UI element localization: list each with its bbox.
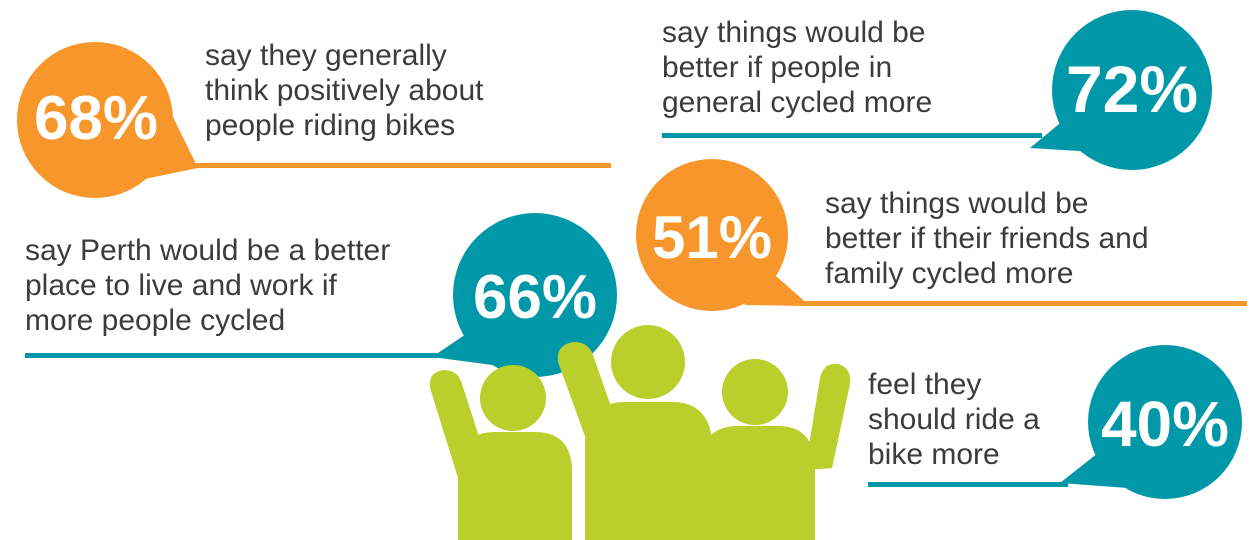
- percent-68: 68%: [33, 84, 159, 153]
- center-person-head: [611, 325, 685, 399]
- right-person-body: [700, 426, 815, 540]
- stat-72-line-2: better if people in: [662, 51, 893, 84]
- stat-66-rule: [25, 353, 445, 358]
- stat-68-rule: [195, 163, 611, 168]
- center-person-body: [585, 402, 712, 540]
- stat-66-text: say Perth would be a better place to liv…: [25, 233, 390, 338]
- stat-51-text: say things would be better if their frie…: [825, 186, 1149, 291]
- stat-66-line-1: say Perth would be a better: [25, 234, 391, 267]
- stat-72-rule: [662, 133, 1042, 138]
- stat-68-text: say they generally think positively abou…: [205, 38, 484, 143]
- stat-68-line-2: think positively about: [205, 74, 484, 107]
- stat-51-rule: [798, 301, 1247, 306]
- stat-72-text: say things would be better if people in …: [662, 15, 932, 120]
- stat-51-line-1: say things would be: [825, 187, 1089, 220]
- percent-72: 72%: [1065, 52, 1199, 126]
- stat-40-line-3: bike more: [868, 438, 1000, 471]
- stat-51-line-3: family cycled more: [825, 257, 1074, 290]
- stat-72-line-1: say things would be: [662, 16, 926, 49]
- percent-51: 51%: [651, 204, 773, 271]
- percent-40: 40%: [1100, 388, 1230, 460]
- stat-51-line-2: better if their friends and: [825, 222, 1149, 255]
- left-person-body: [458, 432, 572, 540]
- stat-66-line-2: place to live and work if: [25, 269, 337, 302]
- stat-68-line-3: people riding bikes: [205, 109, 456, 142]
- left-person-head: [480, 365, 546, 431]
- left-person-arm: [429, 370, 486, 478]
- right-person-arm: [805, 363, 851, 470]
- stat-40-text: feel they should ride a bike more: [868, 367, 1040, 472]
- stat-40-line-2: should ride a: [868, 403, 1040, 436]
- stat-68-line-1: say they generally: [205, 39, 447, 72]
- percent-66: 66%: [472, 263, 598, 332]
- stat-72-line-3: general cycled more: [662, 86, 933, 119]
- right-person-head: [722, 359, 788, 425]
- stat-40-line-1: feel they: [868, 368, 982, 401]
- stat-66-line-3: more people cycled: [25, 304, 286, 337]
- stat-40-rule: [868, 482, 1068, 487]
- center-person-arm: [557, 342, 620, 450]
